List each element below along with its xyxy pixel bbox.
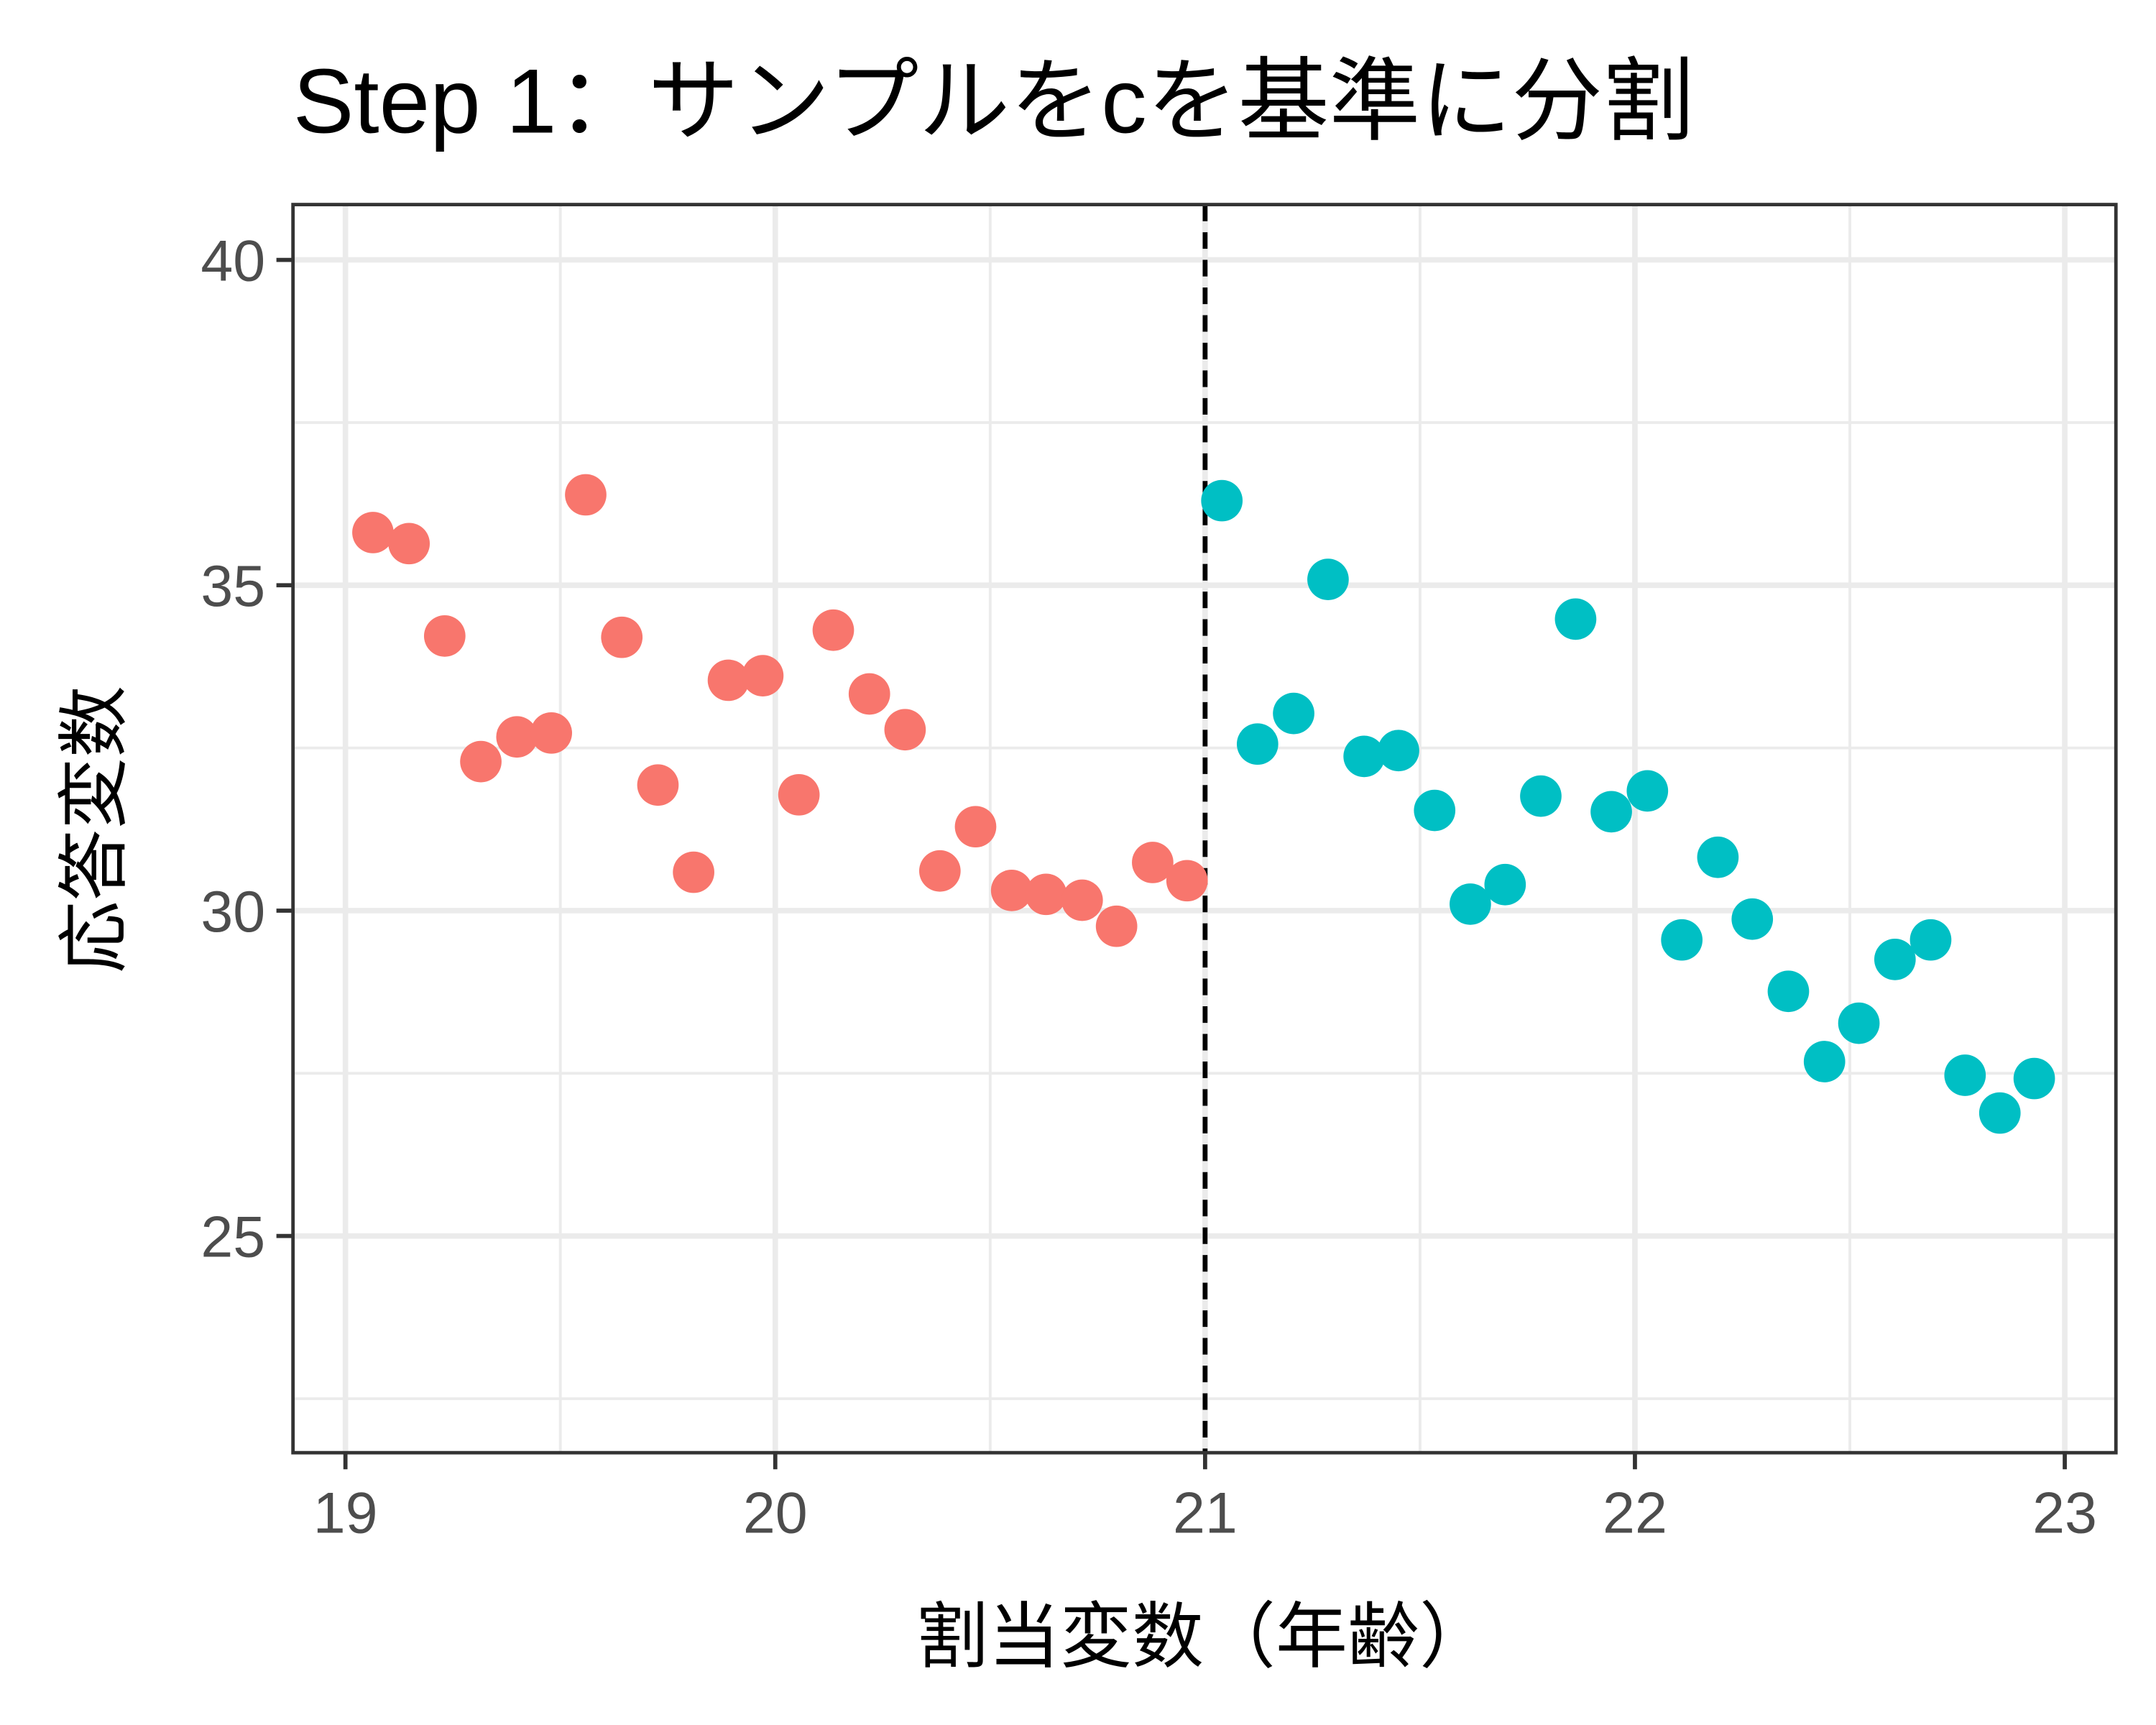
data-point-above-cutoff	[1661, 919, 1703, 961]
data-point-above-cutoff	[1554, 598, 1597, 640]
x-axis-label: 割当変数（年齢）	[916, 1597, 1491, 1678]
data-point-below-cutoff	[848, 673, 890, 715]
data-point-above-cutoff	[1343, 735, 1386, 778]
data-point-below-cutoff	[460, 740, 502, 783]
data-point-above-cutoff	[1307, 558, 1349, 600]
data-point-below-cutoff	[1132, 842, 1174, 883]
data-point-below-cutoff	[601, 616, 643, 658]
data-point-below-cutoff	[637, 764, 679, 806]
data-point-above-cutoff	[1731, 898, 1774, 940]
data-point-below-cutoff	[565, 474, 607, 516]
data-point-below-cutoff	[1166, 860, 1208, 902]
data-point-above-cutoff	[1450, 883, 1491, 925]
data-point-above-cutoff	[1767, 970, 1810, 1013]
points	[352, 474, 2055, 1134]
y-tick-label: 40	[201, 229, 265, 293]
x-tick-label: 22	[1603, 1481, 1667, 1546]
data-point-below-cutoff	[918, 850, 961, 892]
data-point-above-cutoff	[1520, 775, 1562, 817]
data-point-below-cutoff	[707, 659, 750, 702]
data-point-below-cutoff	[742, 655, 784, 696]
axes: 19 20 21 22 23 25 30 35 40	[201, 229, 2097, 1545]
data-point-below-cutoff	[884, 709, 926, 751]
data-point-above-cutoff	[1484, 863, 1526, 906]
y-tick-label: 30	[201, 880, 265, 944]
x-tick-label: 19	[313, 1481, 378, 1546]
data-point-above-cutoff	[1697, 836, 1739, 878]
data-point-below-cutoff	[496, 716, 538, 758]
x-tick-label: 23	[2032, 1481, 2097, 1546]
data-point-above-cutoff	[1378, 730, 1419, 772]
data-point-above-cutoff	[1590, 791, 1632, 833]
data-point-above-cutoff	[1944, 1054, 1986, 1096]
data-point-below-cutoff	[954, 806, 997, 848]
data-point-below-cutoff	[673, 851, 714, 893]
data-point-below-cutoff	[530, 712, 572, 754]
y-axis-label: 応答変数	[54, 686, 134, 973]
data-point-above-cutoff	[1273, 692, 1314, 735]
x-tick-label: 20	[743, 1481, 808, 1546]
y-tick-label: 25	[201, 1205, 265, 1270]
data-point-below-cutoff	[812, 609, 854, 651]
data-point-below-cutoff	[778, 773, 820, 816]
data-point-below-cutoff	[1061, 879, 1103, 921]
y-tick-label: 35	[201, 554, 265, 619]
x-tick-label: 21	[1173, 1481, 1238, 1546]
data-point-below-cutoff	[1025, 873, 1067, 916]
data-point-above-cutoff	[1838, 1002, 1880, 1044]
data-point-above-cutoff	[1909, 919, 1952, 961]
data-point-above-cutoff	[1978, 1092, 2021, 1134]
data-point-above-cutoff	[1236, 723, 1279, 765]
data-point-below-cutoff	[423, 615, 466, 657]
data-point-below-cutoff	[1095, 905, 1138, 947]
data-point-above-cutoff	[1874, 939, 1916, 980]
data-point-above-cutoff	[1201, 479, 1243, 522]
data-point-above-cutoff	[2013, 1057, 2055, 1100]
data-point-below-cutoff	[352, 512, 394, 553]
data-point-above-cutoff	[1414, 789, 1456, 832]
data-point-below-cutoff	[990, 870, 1033, 911]
data-point-below-cutoff	[388, 523, 430, 565]
data-point-above-cutoff	[1626, 770, 1669, 812]
data-point-above-cutoff	[1803, 1041, 1846, 1082]
chart-title: Step 1：サンプルをcを基準に分割	[293, 50, 1694, 152]
